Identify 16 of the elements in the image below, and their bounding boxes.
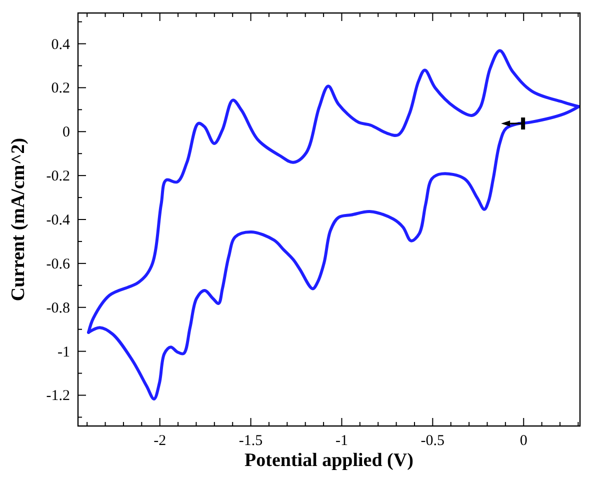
y-tick-label: -0.2 — [46, 168, 70, 185]
y-axis-title: Current (mA/cm^2) — [8, 138, 29, 302]
x-tick-label: -2 — [154, 433, 166, 449]
x-tick-label: -1 — [335, 433, 348, 449]
y-tick-label: -0.4 — [46, 212, 70, 228]
y-tick-label: -0.8 — [46, 300, 70, 316]
y-tick-label: 0.4 — [51, 36, 70, 53]
y-tick-label: -1 — [58, 344, 70, 360]
y-tick-label: -1.2 — [46, 388, 70, 404]
y-tick-label: 0 — [62, 124, 70, 141]
y-tick-label: 0.2 — [51, 80, 70, 97]
x-tick-label: 0 — [520, 433, 528, 449]
x-tick-label: -0.5 — [420, 433, 445, 449]
x-tick-label: -1.5 — [238, 433, 263, 449]
x-axis-title: Potential applied (V) — [244, 450, 414, 471]
y-tick-label: -0.6 — [46, 256, 70, 272]
